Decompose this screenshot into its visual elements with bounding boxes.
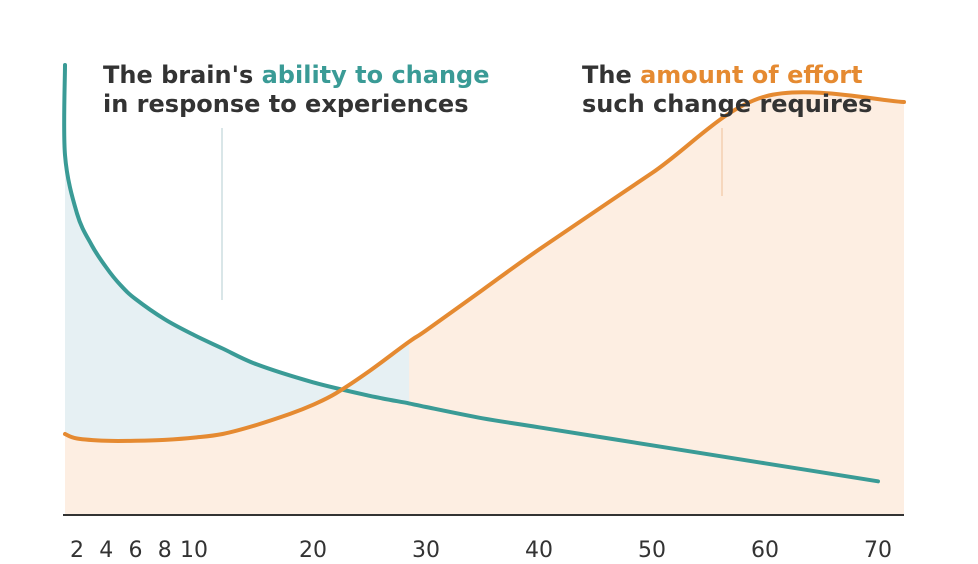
effort-annotation-highlight: amount of effort <box>640 61 863 89</box>
effort-annotation-line1: The amount of effort <box>582 61 872 90</box>
x-axis-ticks: 2 4 6 8 10 20 30 40 50 60 70 <box>70 538 892 563</box>
ability-annotation-highlight: ability to change <box>261 61 490 89</box>
x-tick-label: 50 <box>638 538 666 563</box>
x-tick-label: 70 <box>864 538 892 563</box>
x-tick-label: 2 <box>70 538 84 563</box>
ability-annotation-line2: in response to experiences <box>103 90 469 118</box>
ability-annotation-prefix: The brain's <box>103 61 262 89</box>
x-tick-label: 6 <box>129 538 143 563</box>
ability-area-fill <box>64 65 410 441</box>
effort-annotation-line2: such change requires <box>582 90 873 118</box>
x-tick-label: 10 <box>180 538 208 563</box>
x-tick-label: 4 <box>99 538 113 563</box>
ability-series-line <box>62 63 880 484</box>
ability-annotation: The brain's ability to change in respons… <box>103 61 490 119</box>
effort-area-fill <box>65 92 904 515</box>
x-tick-label: 8 <box>158 538 172 563</box>
effort-series-line <box>63 90 906 443</box>
x-tick-label: 60 <box>751 538 779 563</box>
leader-lines <box>221 128 723 300</box>
x-tick-label: 30 <box>412 538 440 563</box>
x-tick-label: 40 <box>525 538 553 563</box>
effort-annotation-prefix: The <box>582 61 641 89</box>
ability-annotation-line1: The brain's ability to change <box>103 61 490 90</box>
effort-annotation: The amount of effort such change require… <box>582 61 872 119</box>
chart-fills <box>64 65 904 515</box>
x-tick-label: 20 <box>299 538 327 563</box>
